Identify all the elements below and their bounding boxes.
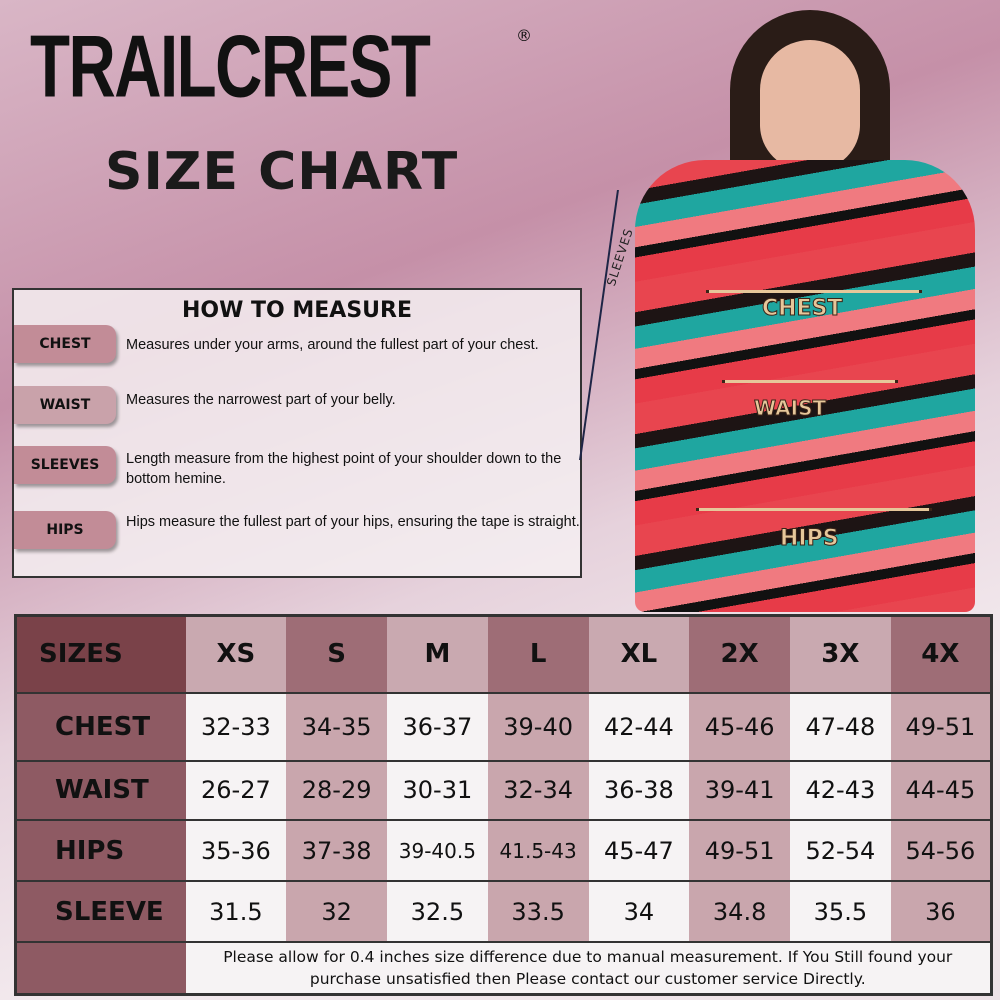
size-col-header: 4X [890,615,992,694]
size-cell: 28-29 [286,760,387,822]
hips-measure-line [696,508,932,511]
size-col-header: L [487,615,589,694]
size-col-header: XL [588,615,690,694]
size-cell: 39-41 [689,760,790,822]
size-cell: 49-51 [689,820,790,883]
measure-tag: HIPS [14,511,116,549]
waist-measure-line [722,380,898,383]
size-table: SIZES XS S M L XL 2X 3X 4X CHEST 32-33 34-… [14,614,993,996]
size-col-header: M [387,615,488,694]
chest-measure-line [706,290,922,293]
how-to-measure-title: HOW TO MEASURE [181,298,413,323]
size-cell: 36-38 [588,760,690,822]
size-cell: 39-40.5 [387,820,488,883]
hips-label: HIPS [780,526,840,552]
page-title: SIZE CHART [105,142,459,202]
registered-mark: ® [516,26,532,45]
size-cell: 39-40 [487,692,589,762]
size-cell: 36-37 [387,692,488,762]
size-cell: 49-51 [890,692,992,762]
size-cell: 35-36 [185,820,287,883]
note-row-header [15,941,186,996]
row-header: HIPS [15,820,186,883]
sizes-header: SIZES [15,615,186,694]
size-row-sleeve: SLEEVE 31.5 32 32.5 33.5 34 34.8 35.5 36 [15,881,992,943]
size-cell: 42-43 [790,760,891,822]
size-cell: 45-47 [588,820,690,883]
measure-description: Hips measure the fullest part of your hi… [126,514,580,530]
row-header: CHEST [15,692,186,762]
measurement-note: Please allow for 0.4 inches size differe… [185,941,992,996]
size-row-chest: CHEST 32-33 34-35 36-37 39-40 42-44 45-46 47-48… [15,692,992,762]
size-cell: 37-38 [286,820,387,883]
waist-label: WAIST [753,396,827,421]
size-cell: 32.5 [387,881,488,943]
row-header: WAIST [15,760,186,822]
size-row-hips: HIPS 35-36 37-38 39-40.5 41.5-43 45-47 49-51 52… [15,820,992,883]
size-cell: 44-45 [890,760,992,822]
size-cell: 30-31 [387,760,488,822]
size-col-header: S [286,615,387,694]
note-row: Please allow for 0.4 inches size differe… [15,941,992,996]
how-to-measure-panel: HOW TO MEASURE CHEST Measures under your… [12,288,582,578]
model-photo: CHEST WAIST HIPS [600,0,1000,612]
measure-description: Measures the narrowest part of your bell… [126,392,396,408]
size-header-row: SIZES XS S M L XL 2X 3X 4X [15,615,992,694]
jacket-image [635,160,975,612]
size-cell: 42-44 [588,692,690,762]
model-face [760,40,860,170]
size-col-header: 3X [790,615,891,694]
size-cell: 32 [286,881,387,943]
measure-description: Measures under your arms, around the ful… [126,337,539,353]
chest-label: CHEST [761,296,843,322]
size-cell: 45-46 [689,692,790,762]
size-cell: 26-27 [185,760,287,822]
measure-tag: CHEST [14,325,116,363]
size-cell: 35.5 [790,881,891,943]
size-cell: 32-33 [185,692,287,762]
size-cell: 36 [890,881,992,943]
size-cell: 33.5 [487,881,589,943]
size-cell: 34.8 [689,881,790,943]
size-cell: 31.5 [185,881,287,943]
measure-tag: WAIST [14,386,116,424]
size-col-header: XS [185,615,287,694]
row-header: SLEEVE [15,881,186,943]
size-cell: 41.5-43 [487,820,589,883]
size-row-waist: WAIST 26-27 28-29 30-31 32-34 36-38 39-41 42-43… [15,760,992,822]
size-cell: 52-54 [790,820,891,883]
size-cell: 32-34 [487,760,589,822]
size-cell: 54-56 [890,820,992,883]
size-cell: 34 [588,881,690,943]
size-col-header: 2X [689,615,790,694]
size-cell: 34-35 [286,692,387,762]
brand-logo: TRAILCREST [30,16,431,116]
size-cell: 47-48 [790,692,891,762]
measure-tag: SLEEVES [14,446,116,484]
measure-description: Length measure from the highest point of… [126,451,562,487]
